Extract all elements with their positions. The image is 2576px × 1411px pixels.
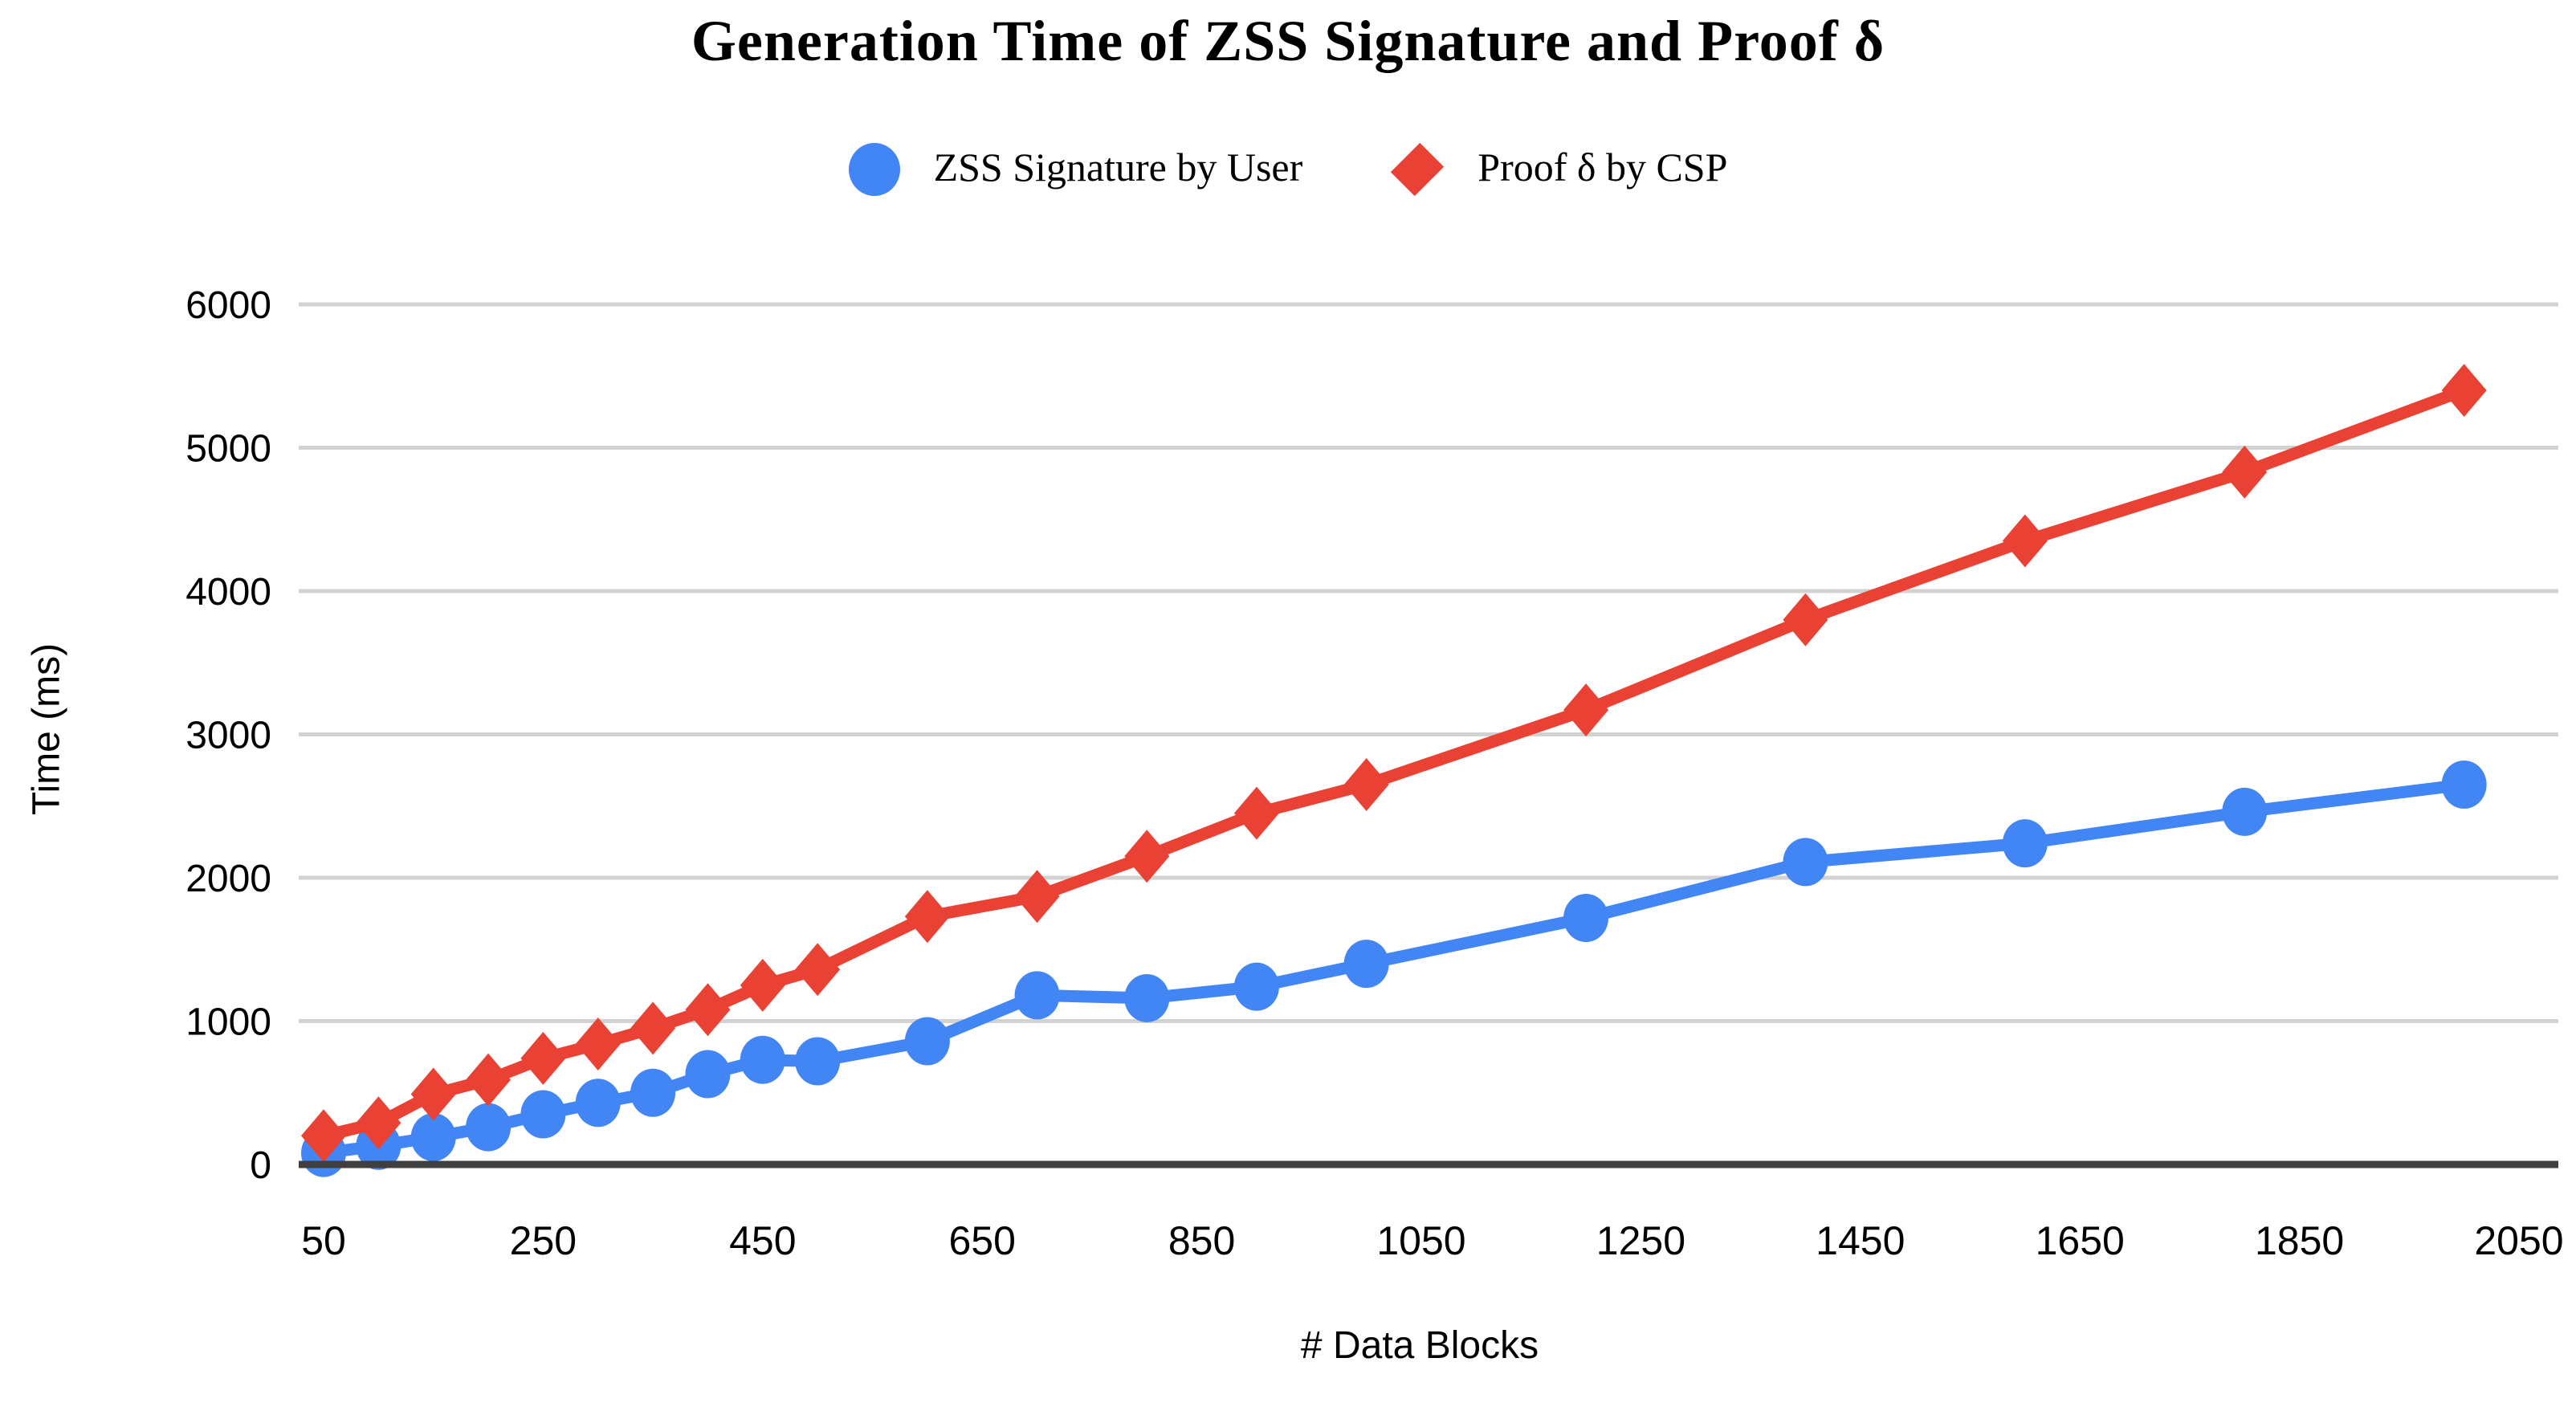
data-point-circle-x1200	[1563, 893, 1609, 942]
data-point-circle-x700	[1014, 971, 1060, 1020]
data-point-circle-x200	[466, 1103, 512, 1152]
data-point-circle-x800	[1124, 973, 1170, 1022]
data-point-diamond-x1600	[2002, 514, 2048, 568]
data-point-circle-x1400	[1783, 838, 1828, 887]
x-tick-label-1850: 1850	[2255, 1218, 2344, 1263]
data-point-diamond-x2000	[2441, 364, 2487, 418]
x-tick-label-2050: 2050	[2474, 1218, 2563, 1263]
data-point-diamond-x400	[685, 983, 731, 1037]
data-point-circle-x1600	[2002, 819, 2048, 868]
y-tick-label-5000: 5000	[185, 428, 271, 471]
data-point-diamond-x1400	[1783, 593, 1828, 646]
data-point-diamond-x300	[575, 1017, 621, 1071]
legend: ZSS Signature by User Proof δ by CSP	[0, 142, 2576, 197]
legend-label-zss: ZSS Signature by User	[933, 145, 1303, 190]
data-point-circle-x150	[410, 1113, 456, 1162]
legend-item-proof: Proof δ by CSP	[1391, 142, 1728, 197]
data-point-diamond-x350	[630, 1001, 676, 1055]
data-point-diamond-x800	[1124, 830, 1170, 883]
data-point-diamond-x250	[520, 1031, 566, 1085]
data-point-diamond-x1800	[2222, 445, 2268, 499]
x-tick-label-450: 450	[729, 1218, 796, 1263]
data-point-diamond-x500	[795, 943, 841, 997]
data-point-circle-x400	[685, 1050, 731, 1099]
data-point-circle-x450	[740, 1035, 785, 1084]
data-point-diamond-x600	[904, 890, 950, 944]
x-tick-label-250: 250	[510, 1218, 577, 1263]
x-tick-label-1250: 1250	[1596, 1218, 1685, 1263]
data-point-circle-x250	[520, 1090, 566, 1139]
data-point-diamond-x450	[740, 958, 785, 1012]
x-tick-label-1050: 1050	[1376, 1218, 1465, 1263]
data-point-diamond-x900	[1233, 786, 1279, 840]
circle-marker-icon	[848, 143, 900, 196]
legend-item-zss: ZSS Signature by User	[848, 143, 1303, 196]
y-tick-label-1000: 1000	[185, 1001, 271, 1044]
x-tick-label-50: 50	[301, 1218, 346, 1263]
data-point-circle-x500	[795, 1037, 841, 1086]
data-point-circle-x900	[1233, 962, 1279, 1011]
y-axis-title: Time (ms)	[25, 642, 68, 816]
data-point-diamond-x50	[301, 1109, 346, 1163]
data-point-diamond-x1000	[1343, 757, 1389, 811]
y-tick-label-2000: 2000	[185, 858, 271, 900]
data-point-circle-x1000	[1343, 940, 1389, 989]
data-point-circle-x600	[904, 1017, 950, 1066]
y-tick-label-4000: 4000	[185, 571, 271, 614]
data-point-circle-x2000	[2441, 760, 2487, 809]
x-tick-label-1650: 1650	[2036, 1218, 2125, 1263]
x-tick-label-850: 850	[1168, 1218, 1235, 1263]
data-point-diamond-x1200	[1563, 683, 1609, 737]
data-point-circle-x350	[630, 1068, 676, 1117]
y-tick-label-0: 0	[250, 1144, 271, 1187]
data-point-diamond-x150	[410, 1067, 456, 1121]
data-point-diamond-x700	[1014, 870, 1060, 924]
x-tick-label-650: 650	[948, 1218, 1015, 1263]
legend-label-proof: Proof δ by CSP	[1478, 145, 1728, 190]
data-point-diamond-x200	[466, 1053, 512, 1107]
x-axis-title: # Data Blocks	[1300, 1324, 1539, 1367]
chart-title: Generation Time of ZSS Signature and Pro…	[691, 9, 1885, 73]
y-tick-label-6000: 6000	[185, 284, 271, 327]
data-point-diamond-x100	[356, 1096, 401, 1150]
data-point-circle-x1800	[2222, 787, 2268, 836]
x-tick-label-1450: 1450	[1816, 1218, 1905, 1263]
data-point-circle-x300	[575, 1079, 621, 1128]
y-tick-label-3000: 3000	[185, 715, 271, 757]
